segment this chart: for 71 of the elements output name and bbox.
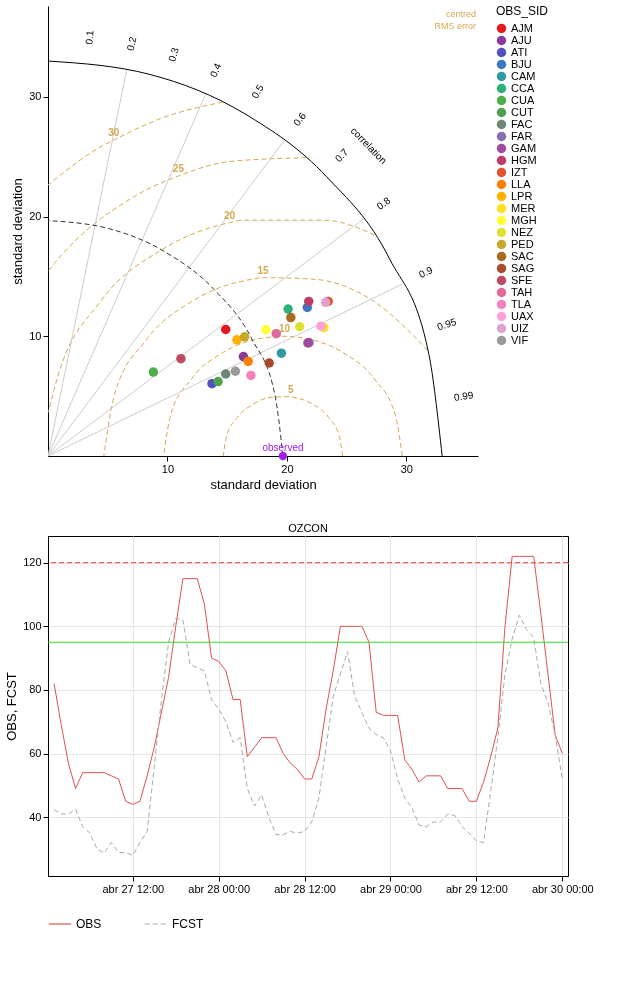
legend-label: CUA — [511, 93, 535, 106]
annotation: 30 — [108, 127, 120, 139]
y-tick-label: 120 — [23, 556, 42, 569]
chart-title: OZCON — [288, 522, 328, 534]
y-tick-label: 10 — [29, 329, 42, 342]
legend-label: SAG — [511, 261, 535, 274]
annotation: 0.4 — [207, 61, 224, 79]
legend-label: CCA — [511, 81, 535, 94]
legend-label: AJU — [511, 33, 532, 46]
y-axis-title: standard deviation — [10, 178, 26, 285]
annotation: observed — [262, 442, 304, 453]
annotation: 0.1 — [83, 29, 96, 45]
legend-label: MER — [511, 201, 536, 214]
annotation: 0.7 — [332, 146, 351, 165]
legend-label: OBS — [76, 917, 102, 931]
annotation: 0.8 — [374, 194, 393, 212]
legend-label: FCST — [172, 917, 204, 931]
annotation: 5 — [288, 383, 295, 395]
y-axis-title: OBS, FCST — [4, 672, 20, 741]
x-tick-label: abr 29 12:00 — [445, 882, 508, 895]
legend-label: UAX — [511, 309, 535, 322]
legend-label: SFE — [511, 273, 533, 286]
y-tick-label: 30 — [29, 90, 42, 103]
annotation: 0.6 — [290, 109, 309, 129]
annotation: 10 — [278, 323, 291, 335]
x-tick-label: abr 28 12:00 — [274, 882, 336, 895]
legend-label: CUT — [511, 105, 534, 118]
annotation: RMS error — [434, 21, 476, 31]
x-tick-label: 20 — [281, 462, 294, 475]
legend-label: LLA — [511, 177, 532, 190]
legend-label: MGH — [511, 213, 537, 226]
legend-label: TLA — [511, 297, 532, 310]
legend-label: PED — [511, 237, 534, 250]
legend-label: AJM — [511, 21, 533, 34]
y-tick-label: 60 — [29, 747, 42, 760]
annotation: 0.3 — [166, 45, 181, 63]
x-tick-label: abr 27 12:00 — [102, 882, 165, 895]
legend-label: LPR — [511, 189, 533, 202]
annotation: 0.2 — [124, 35, 139, 52]
legend-label: FAC — [511, 117, 533, 130]
x-tick-label: abr 30 00:00 — [531, 882, 594, 895]
annotation: 0.99 — [453, 389, 475, 403]
x-tick-label: abr 29 00:00 — [360, 882, 422, 895]
y-tick-label: 20 — [29, 210, 42, 223]
annotation: 0.9 — [416, 264, 435, 281]
annotation: 25 — [172, 162, 185, 174]
legend-label: UIZ — [511, 321, 529, 334]
legend-title: OBS_SID — [496, 4, 549, 18]
x-tick-label: 10 — [161, 462, 175, 475]
legend-label: HGM — [511, 153, 537, 166]
x-tick-label: 30 — [400, 462, 413, 475]
legend-label: TAH — [511, 285, 533, 298]
annotation: 15 — [257, 264, 269, 276]
legend-label: FAR — [511, 129, 533, 142]
legend-label: GAM — [511, 141, 537, 154]
legend-label: BJU — [511, 57, 532, 70]
legend-label: CAM — [511, 69, 536, 82]
legend-label: ATI — [511, 45, 528, 58]
annotation: centred — [445, 9, 476, 19]
x-tick-label: abr 28 00:00 — [188, 882, 251, 895]
annotation: 0.95 — [435, 315, 459, 333]
y-tick-label: 40 — [29, 810, 42, 823]
x-axis-title: standard deviation — [210, 476, 317, 492]
legend-label: NEZ — [511, 225, 534, 238]
annotation: 0.5 — [249, 82, 266, 101]
legend-label: SAC — [511, 249, 534, 262]
legend-label: IZT — [511, 165, 528, 178]
y-tick-label: 100 — [23, 619, 42, 632]
legend-label: VIF — [511, 333, 529, 346]
y-tick-label: 80 — [29, 683, 42, 696]
annotation: 20 — [223, 209, 236, 221]
